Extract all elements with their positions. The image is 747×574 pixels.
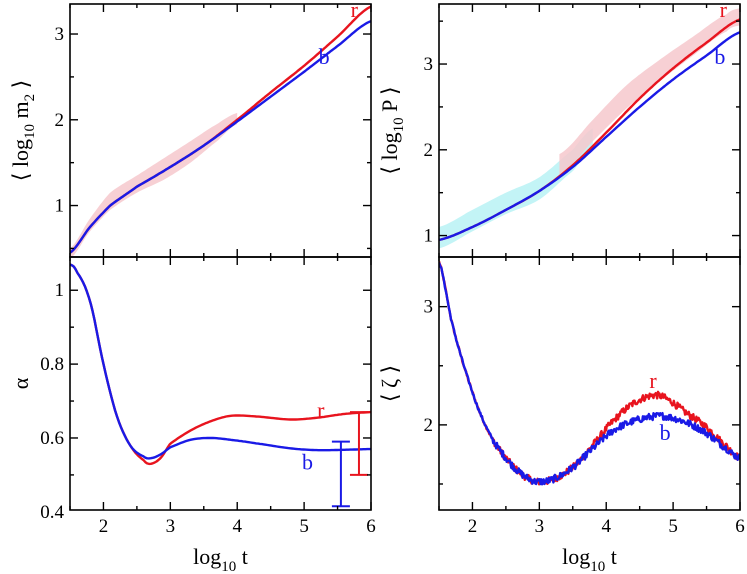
label-text: P — [377, 100, 402, 118]
label-text: t — [605, 544, 617, 569]
error-bar-red — [349, 411, 368, 476]
y-axis-label: ⟨ log10 P ⟩ — [377, 86, 407, 174]
y-tick-label: 3 — [55, 24, 65, 45]
label-text: ⟨ log — [377, 132, 402, 174]
y-tick-label: 2 — [55, 110, 65, 131]
shaded-band-cyan — [439, 128, 593, 249]
label-subscript: 2 — [22, 94, 38, 102]
y-tick-label: 3 — [424, 297, 434, 318]
y-tick-label: 1 — [424, 226, 434, 247]
series-annotation-r: r — [649, 368, 657, 393]
series-annotation-b: b — [660, 420, 671, 445]
label-text: log — [562, 544, 590, 569]
series-annotation-b: b — [302, 449, 313, 474]
x-tick-label: 6 — [735, 516, 745, 537]
x-axis-label: log10 t — [193, 544, 248, 574]
plot-area — [439, 260, 740, 486]
label-text: ⟨ log — [8, 139, 33, 181]
series-line-b — [70, 263, 371, 460]
plot-area — [70, 5, 371, 257]
series-line-b — [439, 262, 740, 486]
label-text: ⟨ ζ ⟩ — [377, 365, 402, 402]
series-annotation-r: r — [351, 0, 359, 22]
y-tick-label: 3 — [424, 54, 434, 75]
x-axis-label: log10 t — [562, 544, 617, 574]
x-tick-label: 6 — [366, 516, 376, 537]
y-tick-label: 1 — [55, 280, 65, 301]
y-tick-label: 2 — [424, 415, 434, 436]
plot-area — [439, 8, 740, 249]
x-tick-label: 2 — [468, 516, 478, 537]
series-annotation-b: b — [319, 44, 330, 69]
panel-bottom-left: 0.4 0.6 0.8 1 2 3 4 5 6 r b α log10 t — [8, 256, 376, 574]
x-tick-label: 4 — [232, 516, 242, 537]
error-bar-blue — [331, 440, 350, 508]
panel-bottom-right: 2 3 2 3 4 5 6 r b ⟨ ζ ⟩ log10 t — [377, 256, 745, 574]
label-subscript: 10 — [391, 117, 407, 132]
x-tick-label: 3 — [166, 516, 176, 537]
label-subscript: 10 — [221, 559, 236, 574]
series-line-b — [70, 20, 371, 254]
y-axis-label: α — [8, 377, 33, 389]
series-annotation-b: b — [714, 44, 725, 69]
label-subscript: 10 — [590, 559, 605, 574]
y-axis-label: ⟨ log10 m2 ⟩ — [8, 80, 38, 181]
x-tick-label: 5 — [299, 516, 309, 537]
label-text: ⟩ — [377, 86, 402, 100]
series-line-b — [439, 31, 740, 241]
series-line-r — [70, 263, 371, 466]
label-text: m — [8, 101, 33, 124]
label-text: ⟩ — [8, 80, 33, 94]
plot-area — [70, 263, 371, 466]
x-tick-label: 3 — [535, 516, 545, 537]
label-subscript: 10 — [22, 124, 38, 139]
series-annotation-r: r — [317, 398, 325, 423]
x-tick-label: 5 — [668, 516, 678, 537]
y-tick-label: 0.8 — [40, 354, 64, 375]
x-tick-label: 4 — [601, 516, 611, 537]
panel-frame — [69, 256, 372, 511]
y-axis-label: ⟨ ζ ⟩ — [377, 365, 402, 402]
label-text: log — [193, 544, 221, 569]
panel-frame — [438, 256, 741, 511]
series-annotation-r: r — [720, 0, 728, 22]
y-tick-label: 1 — [55, 196, 65, 217]
label-text: t — [236, 544, 248, 569]
x-tick-label: 2 — [99, 516, 109, 537]
y-tick-label: 2 — [424, 140, 434, 161]
shaded-band-pink — [70, 112, 238, 257]
y-tick-label: 0.4 — [40, 502, 64, 523]
label-text: α — [8, 377, 33, 389]
y-tick-label: 0.6 — [40, 428, 64, 449]
panel-top-right: 1 2 3 rb ⟨ log10 P ⟩ — [377, 0, 741, 258]
